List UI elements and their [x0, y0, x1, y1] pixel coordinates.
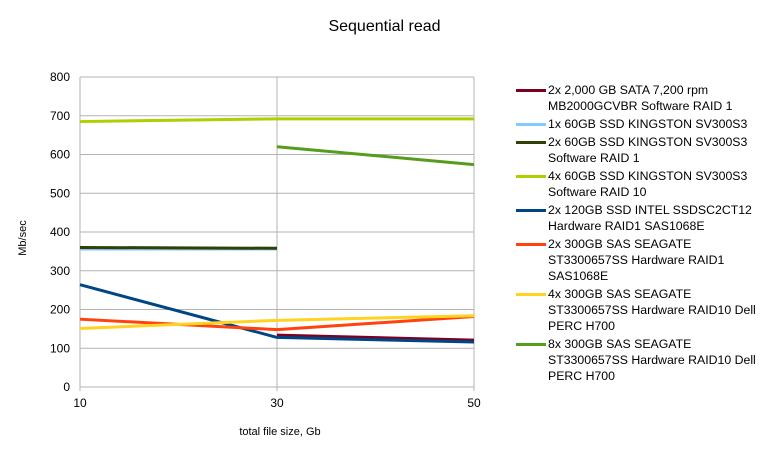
legend-item: 2x 300GB SAS SEAGATE ST3300657SS Hardwar… — [516, 236, 766, 284]
legend-swatch — [516, 175, 546, 178]
series-line — [79, 283, 475, 344]
legend-label: 4x 60GB SSD KINGSTON SV300S3 Software RA… — [548, 169, 748, 199]
legend-item: 8x 300GB SAS SEAGATE ST3300657SS Hardwar… — [516, 336, 766, 384]
legend-item: 2x 120GB SSD INTEL SSDSC2CT12 Hardware R… — [516, 202, 766, 234]
series-line — [79, 314, 475, 330]
y-axis-label: Mb/sec — [17, 220, 29, 256]
series-line — [79, 246, 278, 250]
legend-swatch — [516, 209, 546, 212]
x-tick-label: 10 — [73, 396, 87, 410]
x-axis-label: total file size, Gb — [239, 426, 321, 438]
legend-swatch — [516, 343, 546, 346]
legend-swatch — [516, 141, 546, 144]
legend-item: 4x 60GB SSD KINGSTON SV300S3 Software RA… — [516, 168, 766, 200]
legend-label: 8x 300GB SAS SEAGATE ST3300657SS Hardwar… — [548, 337, 756, 383]
legend-swatch — [516, 243, 546, 246]
y-tick-label: 300 — [50, 264, 70, 278]
series-line — [276, 333, 475, 342]
legend-label: 2x 2,000 GB SATA 7,200 rpm MB2000GCVBR S… — [548, 83, 733, 113]
legend: 2x 2,000 GB SATA 7,200 rpm MB2000GCVBR S… — [516, 82, 766, 386]
series-line — [79, 117, 474, 124]
legend-item: 2x 2,000 GB SATA 7,200 rpm MB2000GCVBR S… — [516, 82, 766, 114]
legend-swatch — [516, 293, 546, 296]
series-line — [276, 145, 475, 167]
legend-label: 4x 300GB SAS SEAGATE ST3300657SS Hardwar… — [548, 287, 756, 333]
y-tick-label: 700 — [50, 109, 70, 123]
chart-title: Sequential read — [328, 18, 441, 35]
y-tick-label: 400 — [50, 225, 70, 239]
x-tick-label: 30 — [270, 396, 284, 410]
legend-swatch — [516, 123, 546, 126]
legend-swatch — [516, 89, 546, 92]
legend-label: 1x 60GB SSD KINGSTON SV300S3 — [548, 117, 748, 131]
y-tick-label: 600 — [50, 148, 70, 162]
x-tick-label: 50 — [467, 396, 481, 410]
y-tick-label: 0 — [63, 380, 70, 394]
legend-item: 4x 300GB SAS SEAGATE ST3300657SS Hardwar… — [516, 286, 766, 334]
y-tick-label: 100 — [50, 341, 70, 355]
legend-item: 2x 60GB SSD KINGSTON SV300S3 Software RA… — [516, 134, 766, 166]
series-line — [79, 314, 475, 332]
legend-item: 1x 60GB SSD KINGSTON SV300S3 — [516, 116, 766, 132]
y-tick-label: 500 — [50, 186, 70, 200]
legend-label: 2x 120GB SSD INTEL SSDSC2CT12 Hardware R… — [548, 203, 752, 233]
y-tick-label: 200 — [50, 303, 70, 317]
y-tick-label: 800 — [50, 70, 70, 84]
legend-label: 2x 300GB SAS SEAGATE ST3300657SS Hardwar… — [548, 237, 725, 283]
legend-label: 2x 60GB SSD KINGSTON SV300S3 Software RA… — [548, 135, 748, 165]
